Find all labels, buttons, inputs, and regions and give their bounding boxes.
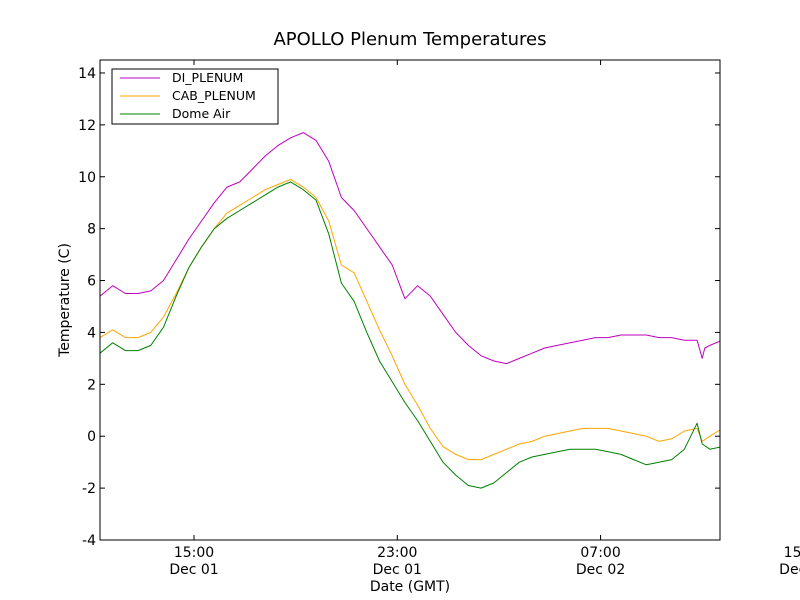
y-axis-label: Temperature (C) xyxy=(57,243,73,358)
y-axis: -4 -2 0 2 4 6 8 10 12 14 xyxy=(78,66,720,549)
x-tick-time-label: 15:00 xyxy=(784,545,800,561)
plot-frame xyxy=(99,59,721,541)
y-tick-label: 8 xyxy=(87,222,96,238)
legend-label-cab-plenum: CAB_PLENUM xyxy=(172,88,256,103)
legend-label-di-plenum: DI_PLENUM xyxy=(172,70,243,85)
series-line-di-plenum xyxy=(100,132,720,365)
legend-label-dome-air: Dome Air xyxy=(172,106,231,121)
x-tick-date-label: Dec 02 xyxy=(779,562,800,578)
x-axis-label: Date (GMT) xyxy=(370,579,450,595)
y-tick-label: 2 xyxy=(87,377,96,393)
x-tick-time-label: 23:00 xyxy=(377,545,417,561)
x-tick-time-label: 15:00 xyxy=(174,545,214,561)
y-tick-label: -4 xyxy=(82,533,96,549)
series-line-dome-air xyxy=(100,181,720,489)
series-layer xyxy=(100,132,720,489)
y-tick-label: 12 xyxy=(78,118,96,134)
chart-title: APOLLO Plenum Temperatures xyxy=(273,29,546,50)
x-tick-date-label: Dec 02 xyxy=(576,562,625,578)
y-tick-label: 6 xyxy=(87,274,96,290)
series-line-cab-plenum xyxy=(100,178,720,461)
y-tick-label: 10 xyxy=(78,170,96,186)
plot-background xyxy=(100,60,720,540)
y-tick-label: -2 xyxy=(82,481,96,497)
x-tick-date-label: Dec 01 xyxy=(169,562,218,578)
x-tick-time-label: 07:00 xyxy=(580,545,620,561)
y-tick-label: 0 xyxy=(87,429,96,445)
x-tick-date-label: Dec 01 xyxy=(373,562,422,578)
legend: DI_PLENUM CAB_PLENUM Dome Air xyxy=(111,68,279,125)
y-tick-label: 4 xyxy=(87,325,96,341)
y-tick-label: 14 xyxy=(78,66,96,82)
